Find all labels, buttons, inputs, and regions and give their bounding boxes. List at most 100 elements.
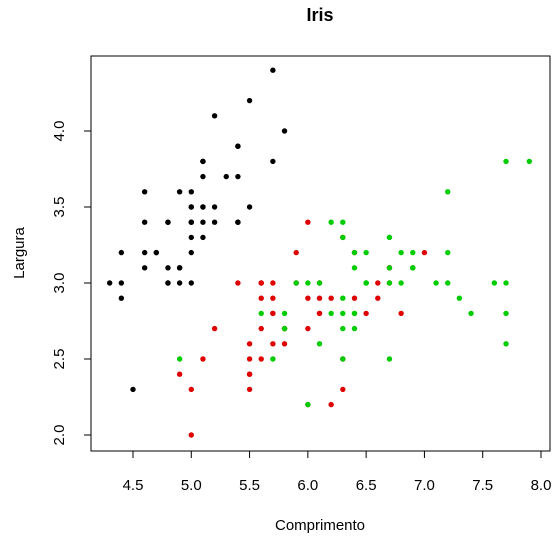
data-point-series-2: [246, 356, 253, 362]
data-point-series-3: [270, 356, 276, 362]
data-point-series-3: [351, 265, 358, 271]
data-point-series-1: [141, 189, 148, 195]
data-point-series-2: [270, 295, 276, 301]
data-point-series-2: [200, 356, 206, 362]
data-point-series-1: [165, 265, 171, 271]
data-point-series-2: [305, 219, 311, 225]
data-point-series-2: [188, 386, 194, 393]
data-point-series-1: [211, 219, 218, 225]
data-point-series-2: [351, 295, 358, 301]
data-point-series-1: [165, 280, 171, 286]
data-point-series-3: [468, 310, 474, 317]
data-point-series-3: [293, 280, 299, 286]
chart-title: Iris: [306, 5, 333, 25]
data-point-series-2: [258, 295, 264, 301]
data-point-series-2: [328, 295, 334, 301]
data-point-series-3: [351, 310, 358, 317]
data-point-series-3: [258, 310, 264, 317]
x-tick-label: 6.0: [297, 477, 318, 494]
x-tick-label: 5.5: [239, 477, 260, 494]
x-tick-label: 8.0: [531, 477, 552, 494]
data-point-series-1: [223, 173, 229, 180]
data-point-series-2: [363, 310, 369, 317]
y-tick-label: 3.0: [51, 273, 68, 294]
data-point-series-2: [316, 295, 323, 301]
data-point-series-1: [141, 219, 148, 225]
data-point-series-3: [305, 280, 311, 286]
data-point-series-2: [188, 432, 194, 438]
data-point-series-3: [491, 280, 498, 286]
data-point-series-1: [235, 219, 241, 225]
y-tick-label: 4.0: [51, 121, 68, 142]
data-point-series-1: [106, 280, 113, 286]
data-point-series-3: [351, 249, 358, 256]
data-point-series-1: [200, 158, 206, 165]
data-point-series-1: [270, 158, 276, 165]
data-point-series-2: [270, 310, 276, 317]
data-point-series-3: [410, 249, 416, 256]
data-point-series-1: [246, 204, 253, 210]
x-tick-label: 4.5: [123, 477, 144, 494]
data-point-series-2: [328, 401, 334, 408]
data-point-series-1: [188, 249, 194, 256]
data-point-series-3: [340, 325, 346, 332]
data-point-series-1: [188, 189, 194, 195]
data-point-series-1: [188, 204, 194, 210]
x-tick-label: 5.0: [181, 477, 202, 494]
data-point-series-1: [118, 295, 125, 301]
data-point-series-3: [445, 280, 451, 286]
data-point-series-2: [340, 386, 346, 393]
data-point-series-3: [316, 341, 323, 347]
data-point-series-3: [398, 280, 404, 286]
data-point-series-3: [410, 265, 416, 271]
data-point-series-1: [188, 219, 194, 225]
data-point-series-1: [235, 173, 241, 180]
data-point-series-3: [305, 401, 311, 408]
data-point-series-3: [340, 219, 346, 225]
data-point-series-2: [305, 295, 311, 301]
x-tick-label: 6.5: [356, 477, 377, 494]
data-point-series-3: [503, 341, 509, 347]
data-point-series-2: [316, 310, 323, 317]
data-point-series-1: [246, 97, 253, 104]
data-point-series-3: [328, 310, 334, 317]
data-point-series-1: [141, 265, 148, 271]
data-point-series-1: [130, 386, 136, 393]
data-point-series-1: [118, 249, 125, 256]
data-point-series-1: [211, 113, 218, 119]
data-point-series-2: [246, 371, 253, 377]
data-point-series-2: [281, 341, 288, 347]
data-point-series-3: [386, 265, 393, 271]
data-point-series-1: [200, 173, 206, 180]
data-point-series-3: [281, 310, 288, 317]
data-point-series-3: [328, 219, 334, 225]
data-point-series-3: [503, 310, 509, 317]
plot-frame: [90, 55, 551, 452]
data-point-series-1: [118, 280, 125, 286]
data-point-series-1: [270, 67, 276, 73]
data-point-series-3: [363, 249, 369, 256]
data-point-series-3: [340, 295, 346, 301]
data-point-series-3: [456, 295, 463, 301]
data-point-series-2: [421, 249, 428, 256]
data-point-series-2: [270, 280, 276, 286]
data-point-series-2: [305, 325, 311, 332]
data-point-series-3: [433, 280, 439, 286]
data-point-series-3: [281, 325, 288, 332]
data-point-series-3: [351, 325, 358, 332]
data-point-series-3: [340, 356, 346, 362]
y-tick-label: 3.5: [51, 197, 68, 218]
data-point-series-3: [503, 158, 509, 165]
data-point-series-1: [176, 265, 183, 271]
data-point-series-1: [200, 204, 206, 210]
x-axis: 4.5 5.0 5.5 6.0 6.5 7.0 7.5 8.0: [123, 450, 552, 494]
data-point-series-1: [165, 219, 171, 225]
data-point-series-1: [188, 280, 194, 286]
y-tick-label: 2.0: [51, 425, 68, 446]
data-point-series-1: [141, 249, 148, 256]
data-point-series-2: [235, 280, 241, 286]
data-point-series-2: [176, 371, 183, 377]
data-point-series-1: [235, 143, 241, 149]
data-point-series-2: [246, 341, 253, 347]
